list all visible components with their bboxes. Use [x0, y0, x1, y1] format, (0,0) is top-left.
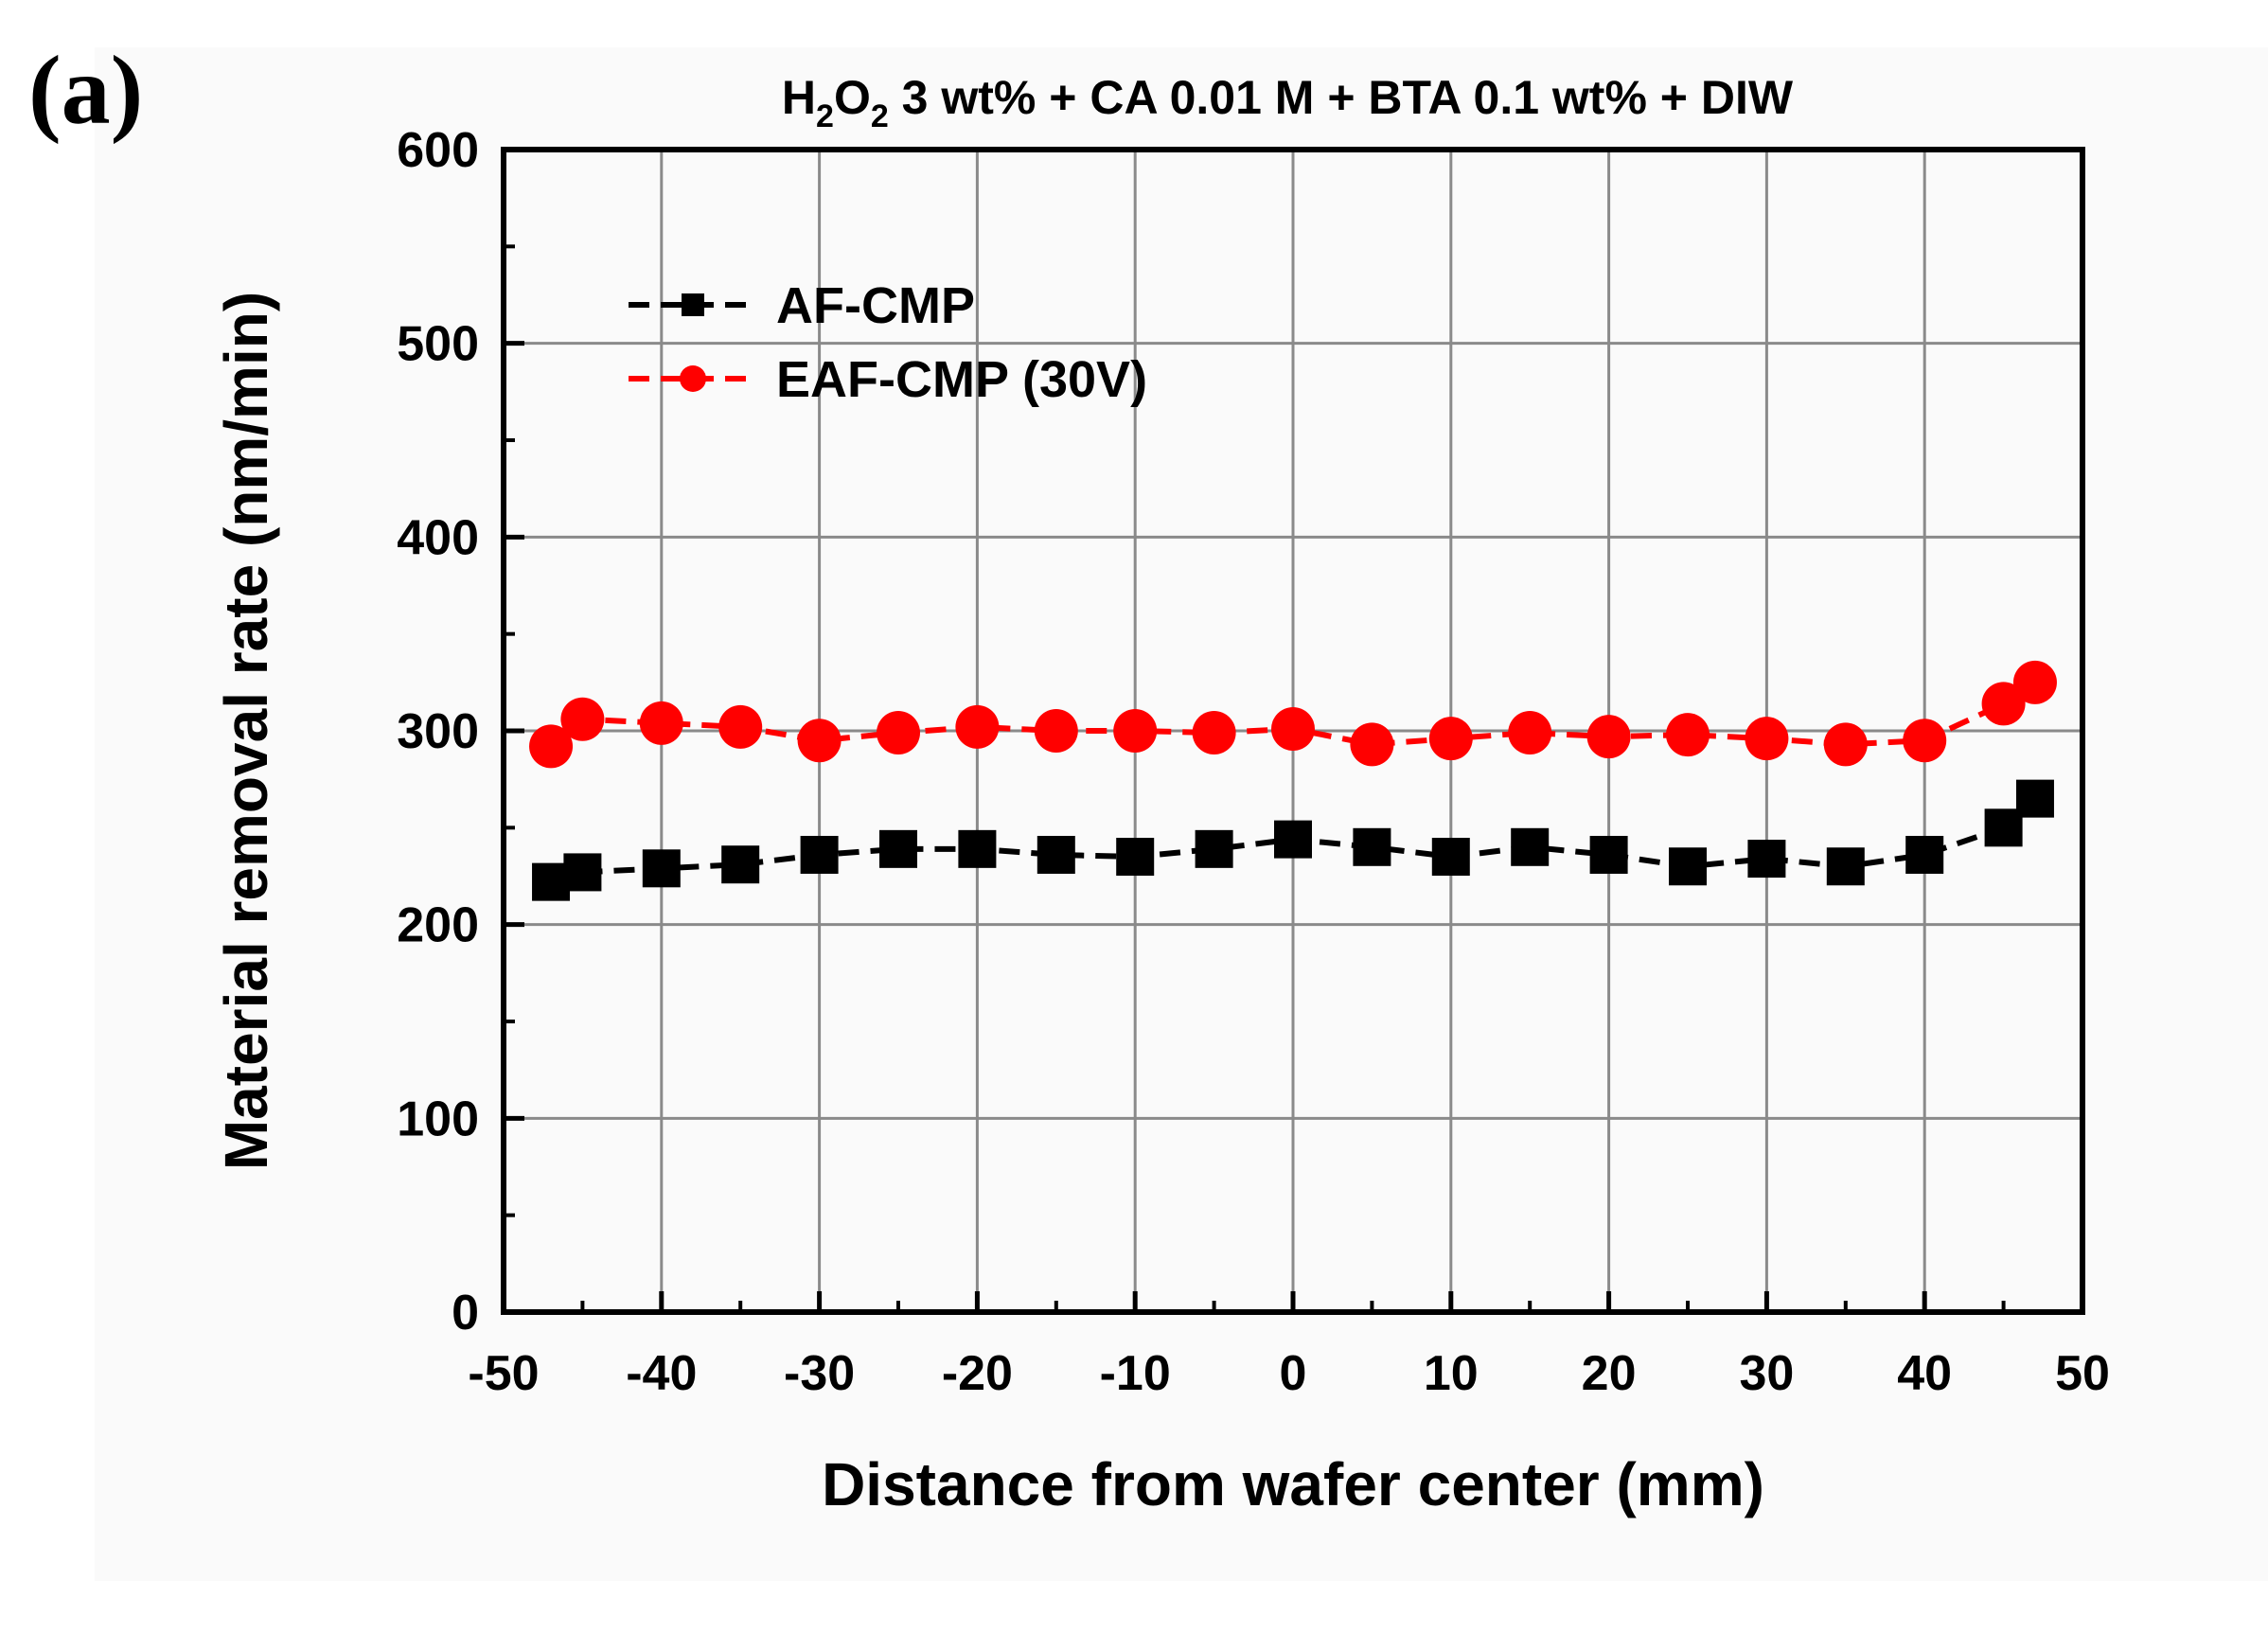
data-point: [1586, 715, 1631, 759]
title-subscript: 2: [816, 98, 834, 134]
legend: AF-CMP EAF-CMP (30V): [629, 277, 1147, 408]
legend-item: EAF-CMP (30V): [629, 351, 1147, 408]
y-tick-label: 400: [397, 510, 479, 565]
x-tick-label: 20: [1582, 1346, 1637, 1401]
chart-title: H2O2 3 wt% + CA 0.01 M + BTA 0.1 wt% + D…: [782, 71, 1794, 134]
legend-item: AF-CMP: [629, 277, 975, 334]
data-point: [1905, 835, 1944, 874]
x-tick-label: -40: [626, 1346, 697, 1401]
y-tick-label: 300: [397, 704, 479, 759]
data-point: [529, 724, 574, 769]
y-tick-label: 0: [452, 1286, 479, 1340]
data-point: [877, 711, 920, 755]
data-point: [1589, 835, 1628, 874]
data-point: [1431, 838, 1470, 877]
data-point: [1274, 820, 1312, 859]
data-point: [879, 829, 917, 868]
series-af-cmp: [532, 779, 2054, 901]
data-point: [639, 701, 683, 745]
title-part: 3 wt% + CA 0.01 M + BTA 0.1 wt% + DIW: [889, 71, 1794, 124]
data-point: [1353, 827, 1391, 866]
data-point: [1116, 838, 1155, 877]
legend-label: EAF-CMP (30V): [776, 351, 1147, 408]
title-subscript: 2: [871, 98, 889, 134]
data-point: [1903, 719, 1947, 763]
y-axis-label: Material removal rate (nm/min): [212, 292, 280, 1170]
x-axis-label: Distance from wafer center (mm): [822, 1450, 1764, 1518]
legend-marker: [682, 293, 704, 316]
data-point: [800, 835, 839, 874]
data-point: [532, 862, 571, 901]
x-tick-label: 50: [2055, 1346, 2110, 1401]
data-point: [2015, 779, 2054, 818]
data-point: [1984, 808, 2023, 847]
data-point: [1350, 722, 1394, 767]
data-point: [1511, 827, 1550, 866]
x-tick-label: 0: [1280, 1346, 1307, 1401]
data-point: [958, 829, 997, 868]
data-point: [1271, 706, 1315, 751]
legend-marker: [680, 365, 706, 392]
title-part: H: [782, 71, 816, 124]
x-tick-label: 10: [1424, 1346, 1479, 1401]
data-point: [1826, 847, 1865, 886]
data-point: [1823, 722, 1868, 767]
panel-label: (a): [28, 36, 143, 145]
axis-layer: -50 -40 -30 -20 -10 0 10 20 30 40 5001002003004005…: [397, 123, 2110, 1401]
series-eaf-cmp-30v-: [529, 660, 2057, 769]
data-point: [797, 719, 842, 763]
data-point: [955, 704, 1000, 749]
y-tick-label: 200: [397, 898, 479, 953]
data-point: [1034, 709, 1078, 753]
data-point: [563, 853, 602, 892]
data-point: [718, 704, 763, 749]
series-layer: [529, 660, 2057, 901]
x-tick-label: -20: [942, 1346, 1013, 1401]
data-point: [1669, 847, 1707, 886]
x-tick-label: 30: [1739, 1346, 1794, 1401]
data-point: [1195, 829, 1233, 868]
data-point: [1745, 717, 1789, 761]
legend-label: AF-CMP: [776, 277, 975, 334]
y-tick-label: 600: [397, 123, 479, 178]
data-point: [1981, 682, 2026, 726]
x-tick-label: -10: [1100, 1346, 1171, 1401]
data-point: [1747, 840, 1786, 879]
data-point: [1666, 713, 1710, 757]
data-point: [560, 697, 605, 741]
data-point: [1428, 717, 1473, 761]
title-part: O: [834, 71, 871, 124]
x-tick-label: 40: [1897, 1346, 1952, 1401]
x-tick-label: -50: [468, 1346, 539, 1401]
data-point: [1192, 711, 1236, 755]
data-point: [1037, 835, 1075, 874]
data-point: [1508, 711, 1552, 755]
x-tick-label: -30: [784, 1346, 855, 1401]
data-point: [642, 849, 681, 888]
y-tick-label: 100: [397, 1092, 479, 1146]
data-point: [1113, 709, 1158, 753]
data-point: [2012, 660, 2057, 704]
figure-background: [95, 47, 2268, 1581]
data-point: [721, 845, 760, 884]
y-tick-label: 500: [397, 317, 479, 372]
